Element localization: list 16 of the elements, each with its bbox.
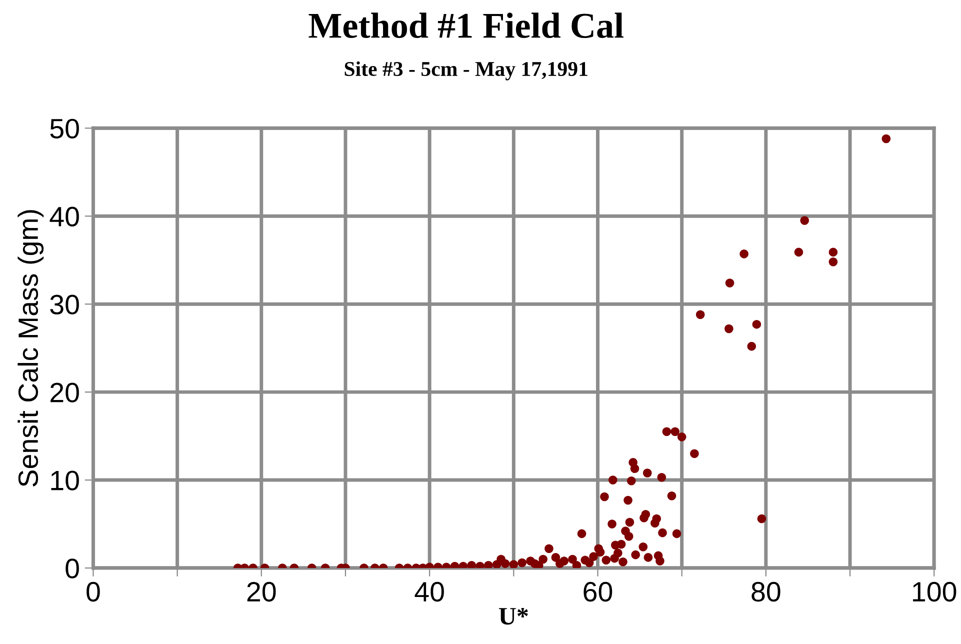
x-tick-label: 20 (247, 582, 276, 602)
y-tick-label: 0 (66, 558, 79, 578)
y-tick-label: 40 (50, 206, 79, 226)
y-tick-label: 20 (50, 382, 79, 402)
x-tick-label: 0 (86, 582, 100, 602)
y-tick-label: 50 (50, 118, 79, 138)
x-axis-title: U* (499, 608, 528, 625)
x-tick-label: 100 (913, 582, 956, 602)
y-tick-label: 10 (51, 470, 79, 490)
chart-subtitle: Site #3 - 5cm - May 17,1991 (344, 61, 588, 80)
y-axis-title: Sensit Calc Mass (gm) (18, 210, 44, 486)
chart-title: Method #1 Field Cal (308, 12, 624, 38)
y-tick-label: 30 (50, 294, 79, 314)
x-tick-label: 60 (584, 582, 612, 602)
x-tick-label: 80 (752, 582, 780, 602)
x-tick-label: 40 (414, 582, 444, 602)
